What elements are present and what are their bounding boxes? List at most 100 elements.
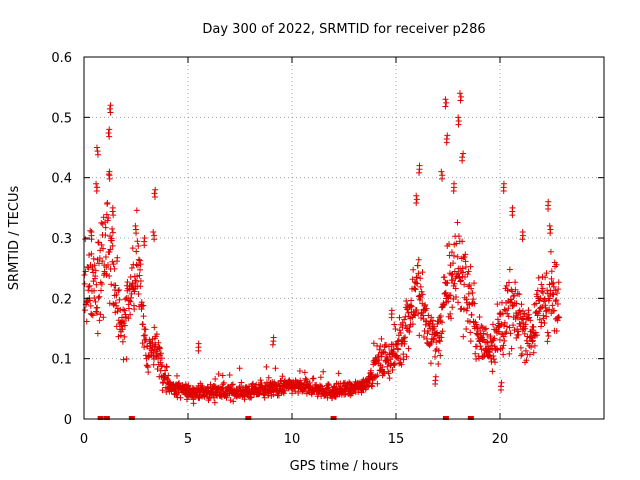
- data-point: [478, 346, 485, 353]
- data-point: [473, 321, 480, 328]
- data-point: [386, 375, 393, 382]
- x-tick-label: 15: [388, 432, 405, 447]
- data-point: [139, 340, 146, 347]
- data-point: [131, 288, 138, 295]
- data-point: [121, 318, 128, 325]
- data-point: [405, 309, 412, 316]
- data-point: [94, 330, 101, 337]
- y-tick-label: 0.1: [51, 353, 72, 368]
- data-point: [544, 338, 551, 345]
- data-point: [417, 294, 424, 301]
- data-point: [100, 245, 107, 252]
- data-point: [545, 206, 552, 213]
- data-point: [97, 279, 104, 286]
- data-point: [544, 329, 551, 336]
- data-point: [99, 258, 106, 265]
- data-point: [416, 169, 423, 176]
- data-point: [517, 311, 524, 318]
- data-point: [220, 379, 227, 386]
- data-point: [460, 150, 467, 157]
- data-point: [98, 287, 105, 294]
- data-point: [499, 345, 506, 352]
- y-axis-label: SRMTID / TECUs: [7, 186, 22, 291]
- data-point: [504, 287, 511, 294]
- data-point: [94, 151, 101, 158]
- data-point: [477, 327, 484, 334]
- data-point: [465, 268, 472, 275]
- data-point: [158, 350, 165, 357]
- data-point: [426, 342, 433, 349]
- data-point: [122, 296, 129, 303]
- data-point: [81, 280, 88, 287]
- data-point: [492, 359, 499, 366]
- data-point: [459, 238, 466, 245]
- data-point: [154, 365, 161, 372]
- data-point: [500, 351, 507, 358]
- data-point: [378, 335, 385, 342]
- data-point: [105, 130, 112, 137]
- data-point: [331, 392, 338, 399]
- data-point: [455, 270, 462, 277]
- data-point: [414, 262, 421, 269]
- data-point: [106, 272, 113, 279]
- data-point: [109, 229, 116, 236]
- data-point: [128, 294, 135, 301]
- data-point: [500, 187, 507, 194]
- data-point: [508, 345, 515, 352]
- data-point: [466, 281, 473, 288]
- data-point: [480, 354, 487, 361]
- data-point: [195, 347, 202, 354]
- data-point: [331, 383, 338, 390]
- data-point: [509, 288, 516, 295]
- data-point: [498, 387, 505, 394]
- data-point: [385, 370, 392, 377]
- data-point: [530, 323, 537, 330]
- data-point: [398, 361, 405, 368]
- y-tick-label: 0.2: [51, 292, 72, 307]
- data-point: [134, 238, 141, 245]
- data-point: [418, 288, 425, 295]
- grid: [84, 57, 604, 419]
- data-point: [150, 228, 157, 235]
- data-point: [151, 343, 158, 350]
- data-point: [500, 342, 507, 349]
- data-point: [411, 285, 418, 292]
- data-point: [462, 258, 469, 265]
- data-point: [135, 243, 142, 250]
- data-point: [508, 296, 515, 303]
- data-point: [382, 349, 389, 356]
- data-point: [417, 283, 424, 290]
- data-point: [493, 345, 500, 352]
- data-point: [207, 381, 214, 388]
- data-point: [494, 346, 501, 353]
- data-point: [451, 280, 458, 287]
- data-point: [521, 310, 528, 317]
- data-point: [370, 340, 377, 347]
- data-point: [394, 338, 401, 345]
- data-point: [138, 306, 145, 313]
- data-point: [509, 212, 516, 219]
- data-point: [395, 346, 402, 353]
- data-point: [461, 281, 468, 288]
- data-point: [137, 283, 144, 290]
- data-point: [419, 291, 426, 298]
- data-point: [127, 274, 134, 281]
- data-point: [519, 236, 526, 243]
- data-point: [131, 306, 138, 313]
- data-point: [476, 337, 483, 344]
- data-point: [437, 352, 444, 359]
- data-point: [472, 350, 479, 357]
- data-point: [463, 296, 470, 303]
- data-point: [555, 313, 562, 320]
- data-point: [132, 278, 139, 285]
- data-point: [553, 261, 560, 268]
- data-point: [513, 335, 520, 342]
- data-point: [455, 114, 462, 121]
- data-point: [551, 307, 558, 314]
- data-point: [159, 362, 166, 369]
- data-point: [471, 280, 478, 287]
- data-point: [102, 254, 109, 261]
- data-point: [236, 365, 243, 372]
- data-point: [140, 313, 147, 320]
